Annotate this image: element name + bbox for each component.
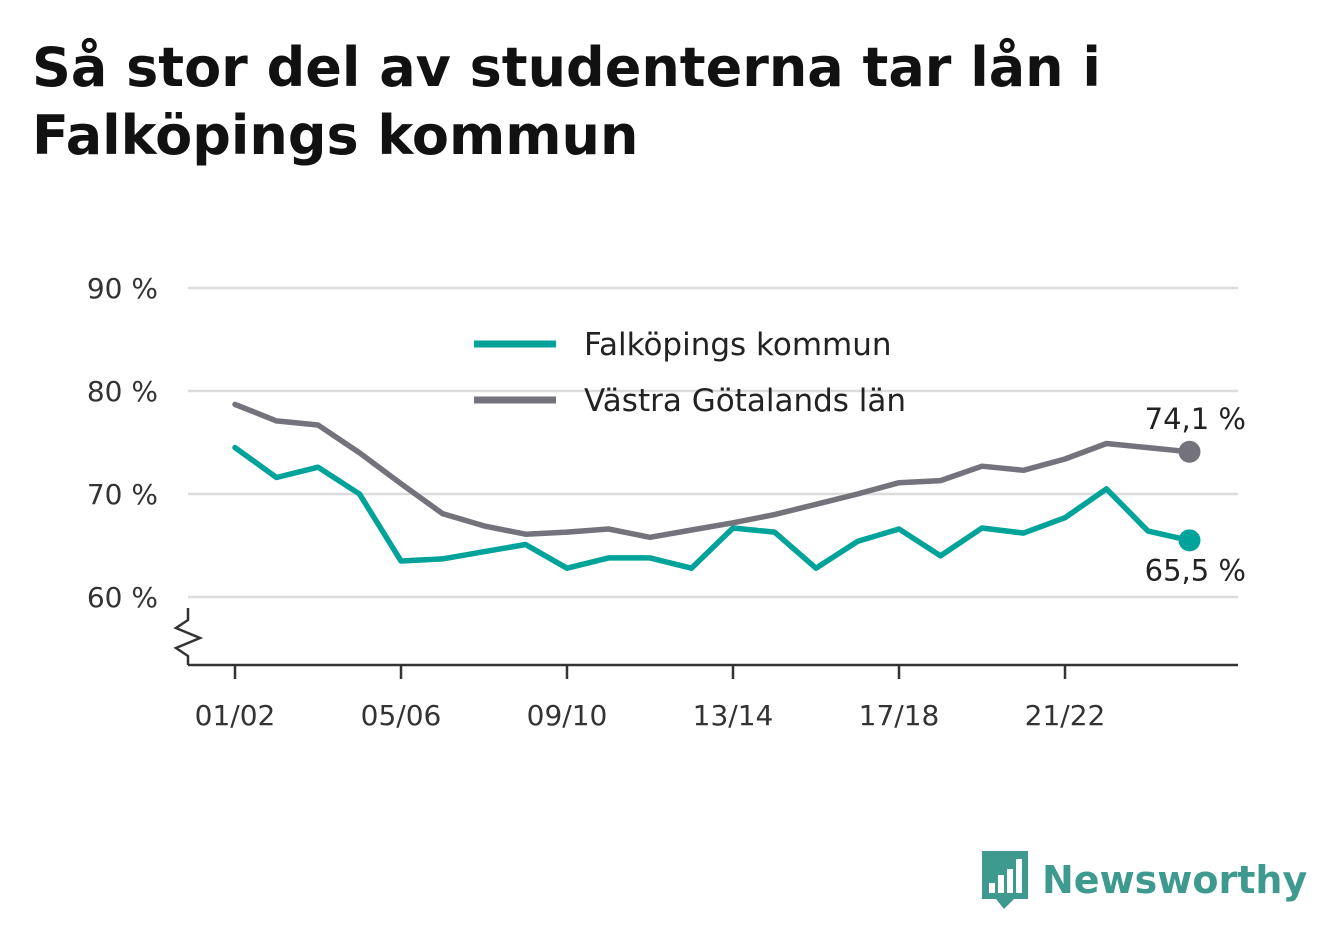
x-axis <box>173 608 1238 679</box>
x-tick-label: 21/22 <box>1025 699 1106 732</box>
y-tick-label: 70 % <box>87 478 158 511</box>
vastra-gotaland-end-label: 74,1 % <box>1145 402 1246 436</box>
x-tick-label: 13/14 <box>693 699 774 732</box>
y-axis-tick-labels: 60 % 70 % 80 % 90 % <box>87 272 158 614</box>
vastra-gotaland-series-line <box>232 401 1193 541</box>
y-tick-label: 80 % <box>87 375 158 408</box>
newsworthy-logo[interactable]: Newsworthy <box>980 848 1307 912</box>
falkoping-end-label: 65,5 % <box>1145 553 1246 587</box>
grid-lines <box>188 286 1238 599</box>
x-tick-label: 05/06 <box>361 699 442 732</box>
legend-entry-label: Falköpings kommun <box>584 327 892 363</box>
x-tick-label: 01/02 <box>195 699 276 732</box>
vastra-gotaland-end-point <box>1178 440 1201 463</box>
x-tick-label: 09/10 <box>527 699 608 732</box>
legend[interactable]: Falköpings kommun Västra Götalands län <box>474 327 906 419</box>
series-lines <box>232 401 1201 571</box>
falkoping-end-point <box>1178 529 1201 552</box>
y-tick-label: 90 % <box>87 272 158 305</box>
x-axis-tick-labels: 01/02 05/06 09/10 13/14 17/18 21/22 <box>195 699 1106 732</box>
chart-title: Så stor del av studenterna tar lån i Fal… <box>32 36 1101 167</box>
end-value-labels: 74,1 % 65,5 % <box>1145 402 1246 588</box>
legend-entry-label: Västra Götalands län <box>584 383 906 419</box>
y-tick-label: 60 % <box>87 581 158 614</box>
falkoping-series-line <box>232 444 1193 571</box>
axis-break-icon <box>173 608 204 665</box>
bar-chart-speech-bubble-icon <box>982 851 1028 909</box>
brand-name: Newsworthy <box>1042 858 1308 902</box>
x-tick-label: 17/18 <box>859 699 940 732</box>
